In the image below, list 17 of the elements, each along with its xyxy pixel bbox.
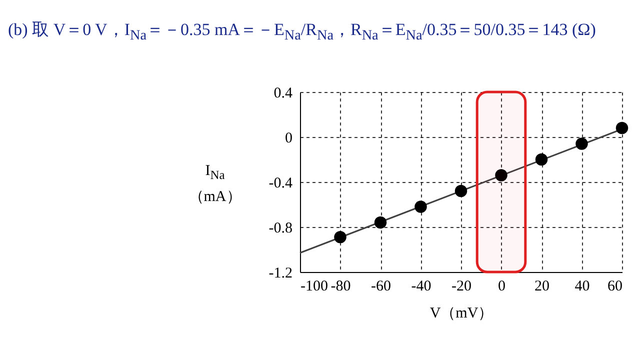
y-tick-label: -0.8 — [268, 220, 292, 236]
x-axis-title: V（mV） — [430, 306, 494, 322]
x-tick-label: -40 — [411, 278, 432, 294]
y-tick-label: -1.2 — [268, 266, 292, 282]
x-tick-label: -20 — [452, 278, 472, 294]
y-axis-title: I$_{Na}$（mA） — [188, 162, 242, 207]
chart-title: (b) 取 V＝0 V，I$_{Na}$＝－0.35 mA＝－E$_{Na}$/R$_{Na}$，R$_{Na}$＝E$_{Na}$/0.35＝50/0.35＝143 (Ω) — [8, 20, 596, 44]
x-tick-label: -60 — [371, 278, 391, 294]
x-tick-label: 20 — [534, 278, 550, 294]
x-tick-label: 40 — [574, 278, 590, 294]
x-tick-label: 60 — [608, 278, 622, 294]
y-tick-label: 0 — [285, 130, 292, 146]
y-tick-label: 0.4 — [274, 86, 293, 102]
x-tick-label: 0 — [498, 278, 506, 294]
x-tick-label: -80 — [330, 278, 351, 294]
x-tick-label: -100 — [300, 278, 328, 294]
y-tick-label: -0.4 — [268, 176, 293, 192]
